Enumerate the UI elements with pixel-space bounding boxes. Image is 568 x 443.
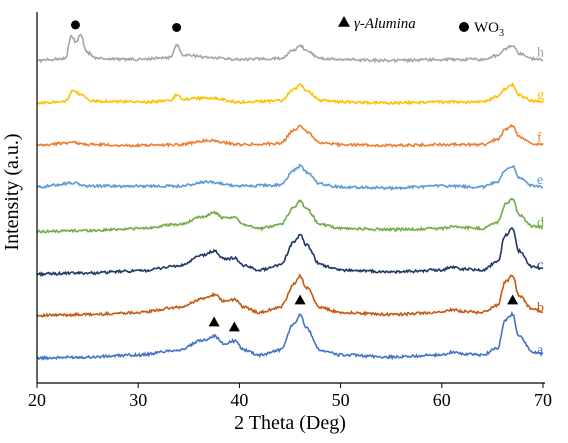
gamma-alumina-marker [228,321,240,332]
x-tick-label: 60 [433,390,451,410]
gamma-alumina-marker [294,294,306,305]
legend-circle-icon [459,22,469,32]
series-line-h [36,33,544,64]
wo3-marker [172,23,182,32]
series-line-d [36,197,544,234]
series-line-c [36,226,544,278]
legend-label-gamma-alumina: γ-Alumina [354,16,416,32]
legend-label-wo3: WO3 [474,20,504,39]
series-label-e: e [537,173,543,188]
series-line-g [36,81,544,106]
series-label-d: d [537,216,544,231]
series-line-b [36,272,544,318]
series-label-b: b [537,301,544,316]
series-line-a [36,310,544,361]
series-label-a: a [537,343,544,358]
plot-layer: a b c d e f g h [36,20,544,361]
series-line-f [36,123,544,148]
series-label-f: f [537,131,542,146]
x-ticks: 20 30 40 50 60 70 [28,383,552,410]
legend-triangle-icon [338,16,350,27]
x-tick-label: 30 [129,390,147,410]
x-tick-label: 40 [230,390,248,410]
series-label-g: g [537,88,544,103]
y-axis-label: Intensity (a.u.) [1,133,23,250]
x-tick-label: 70 [534,390,552,410]
gamma-alumina-marker [208,316,220,327]
series-label-h: h [537,46,544,61]
wo3-marker [70,20,80,30]
x-tick-label: 50 [332,390,350,410]
gamma-alumina-marker [507,294,519,305]
x-tick-label: 20 [28,390,46,410]
series-label-c: c [537,258,543,273]
x-axis-label: 2 Theta (Deg) [234,412,346,434]
series-line-e [36,163,544,191]
legend: γ-Alumina WO3 [338,16,504,39]
